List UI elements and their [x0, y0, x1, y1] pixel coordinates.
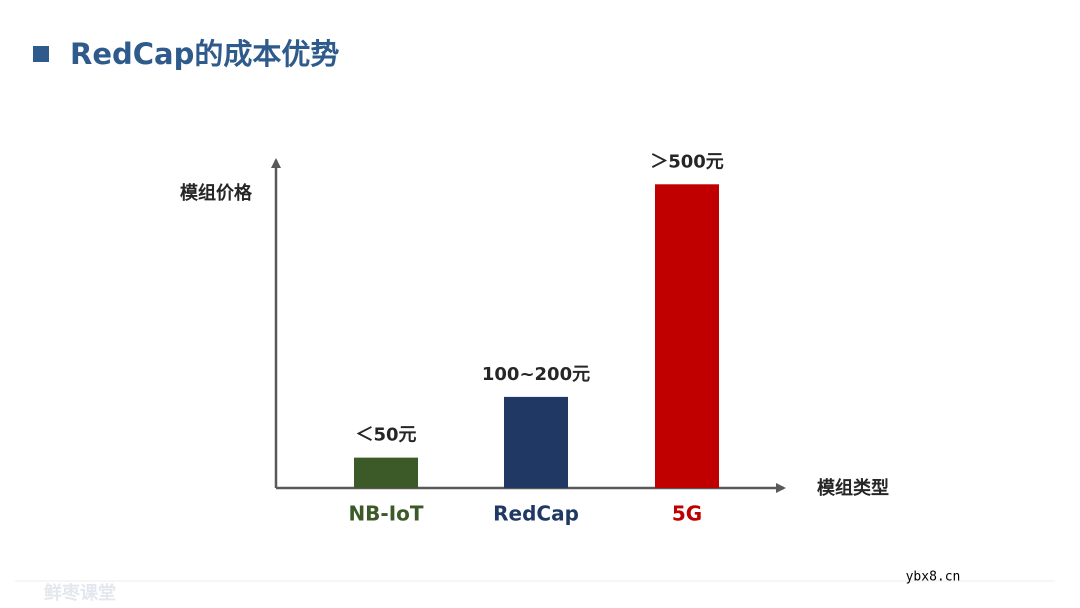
- y-axis-label: 模组价格: [180, 182, 253, 204]
- value-label: ＞500元: [650, 151, 724, 172]
- watermark: 鲜枣课堂: [44, 582, 116, 604]
- category-label: 5G: [672, 502, 702, 526]
- value-label: ＜50元: [355, 425, 416, 446]
- chart-title: RedCap的成本优势: [70, 37, 339, 71]
- x-axis-label: 模组类型: [817, 477, 889, 499]
- category-label: RedCap: [493, 502, 579, 526]
- bar: [655, 184, 719, 488]
- watermark: ybx8.cn: [906, 570, 961, 585]
- title-bullet: [33, 46, 49, 62]
- value-label: 100~200元: [482, 364, 590, 385]
- bar: [354, 457, 418, 488]
- category-label: NB-IoT: [348, 502, 423, 526]
- bar: [504, 396, 568, 488]
